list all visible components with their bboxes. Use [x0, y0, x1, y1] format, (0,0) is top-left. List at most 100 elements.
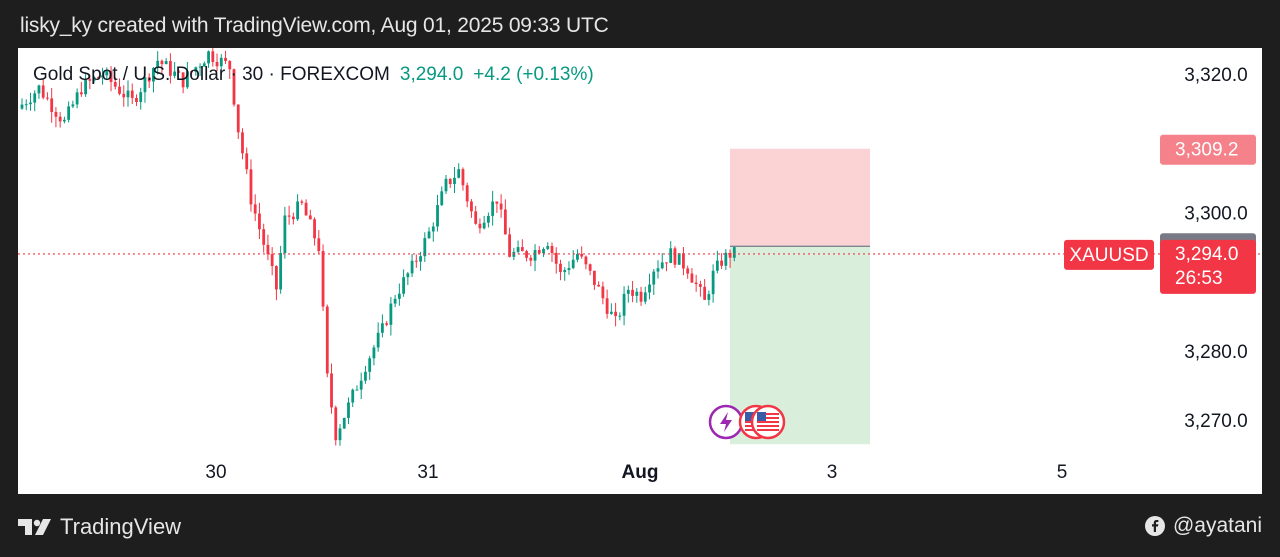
- candle: [597, 281, 601, 287]
- candle: [622, 286, 626, 326]
- candle: [54, 107, 58, 128]
- candle: [419, 251, 422, 271]
- tradingview-logo-icon: [18, 519, 51, 535]
- candle: [605, 289, 609, 319]
- legend-change: +4.2 (+0.13%): [473, 64, 594, 85]
- candle: [546, 242, 550, 251]
- candle: [482, 215, 486, 230]
- candle: [266, 234, 270, 261]
- candle: [253, 194, 257, 222]
- candle: [576, 249, 579, 263]
- candle: [355, 385, 359, 391]
- chart-legend: Gold Spot / U.S. Dollar · 30 · FOREXCOM 3…: [33, 64, 594, 86]
- candle: [364, 365, 367, 384]
- candle: [207, 50, 210, 68]
- candle: [537, 246, 541, 255]
- candle: [491, 190, 495, 226]
- candle: [584, 255, 588, 270]
- bar-countdown-label: 26:53: [1175, 268, 1223, 289]
- stop-loss-price-label: 3,309.2: [1175, 140, 1238, 161]
- candle: [262, 223, 266, 253]
- candle: [665, 262, 668, 272]
- candle: [291, 212, 295, 225]
- candle: [359, 372, 363, 400]
- candle: [389, 297, 393, 336]
- y-tick-label: 3,300.0: [1184, 203, 1247, 224]
- candle: [109, 66, 113, 92]
- candle: [79, 82, 83, 97]
- candle: [169, 53, 172, 84]
- candle: [130, 83, 134, 105]
- candle: [457, 163, 461, 179]
- facebook-icon: [1144, 516, 1165, 536]
- author-handle[interactable]: @ayatani: [1144, 514, 1262, 538]
- candle: [304, 199, 308, 216]
- candle: [215, 53, 219, 72]
- candle: [381, 314, 384, 338]
- candle: [707, 290, 711, 306]
- candle: [33, 90, 37, 112]
- candle: [308, 209, 312, 220]
- symbol-tag[interactable]: [1064, 239, 1154, 270]
- last-price-tag[interactable]: [1160, 239, 1256, 294]
- candle: [202, 61, 206, 67]
- candle: [300, 199, 304, 206]
- lightning-icon[interactable]: [708, 404, 744, 440]
- x-tick-label: Aug: [622, 462, 659, 483]
- last-price-label: 3,294.0: [1175, 244, 1238, 265]
- candle: [88, 74, 92, 90]
- candle: [139, 87, 143, 110]
- candle: [313, 217, 316, 246]
- candle: [427, 227, 431, 240]
- candle: [508, 227, 511, 258]
- candle: [559, 259, 562, 281]
- x-tick-label: 3: [827, 462, 838, 483]
- tradingview-brand[interactable]: TradingView: [18, 514, 181, 540]
- candle: [520, 239, 524, 252]
- candle: [29, 92, 32, 111]
- candle: [118, 78, 121, 96]
- candle: [185, 61, 189, 89]
- candle: [351, 388, 355, 407]
- candle: [720, 253, 723, 270]
- candle: [164, 58, 168, 65]
- candle: [474, 205, 478, 225]
- candle: [156, 51, 160, 75]
- chart-panel[interactable]: 3,320.03,310.03,300.03,280.03,270.0 3031…: [18, 48, 1262, 494]
- candle: [699, 280, 702, 297]
- candle: [529, 254, 533, 267]
- candle: [368, 355, 372, 380]
- candle: [686, 265, 690, 279]
- candle: [444, 174, 448, 195]
- price-chart[interactable]: 3,320.03,310.03,300.03,280.03,270.0 3031…: [18, 48, 1262, 494]
- candle: [50, 88, 54, 123]
- candle: [643, 286, 647, 305]
- candle: [372, 344, 376, 366]
- stop-loss-zone[interactable]: [730, 148, 870, 247]
- candle: [376, 322, 380, 352]
- candle: [325, 304, 329, 378]
- candle: [177, 69, 181, 73]
- candle: [211, 48, 215, 67]
- us-flag-icon[interactable]: [750, 404, 786, 440]
- candle: [533, 244, 537, 272]
- candle: [423, 232, 427, 263]
- candle: [41, 78, 45, 100]
- candle: [75, 88, 79, 109]
- candle: [715, 250, 719, 274]
- stop-loss-price-tag[interactable]: [1160, 134, 1256, 165]
- candle: [673, 246, 677, 268]
- candle: [92, 75, 96, 84]
- candle: [724, 249, 728, 271]
- candle: [609, 303, 613, 315]
- y-tick-label: 3,270.0: [1184, 411, 1247, 432]
- candle: [618, 312, 622, 321]
- candle: [448, 178, 452, 188]
- candle: [287, 205, 291, 225]
- candle: [656, 260, 660, 279]
- candle: [571, 250, 575, 270]
- candle: [669, 241, 673, 264]
- candle: [461, 167, 465, 191]
- candle: [270, 247, 274, 276]
- candle: [338, 423, 342, 446]
